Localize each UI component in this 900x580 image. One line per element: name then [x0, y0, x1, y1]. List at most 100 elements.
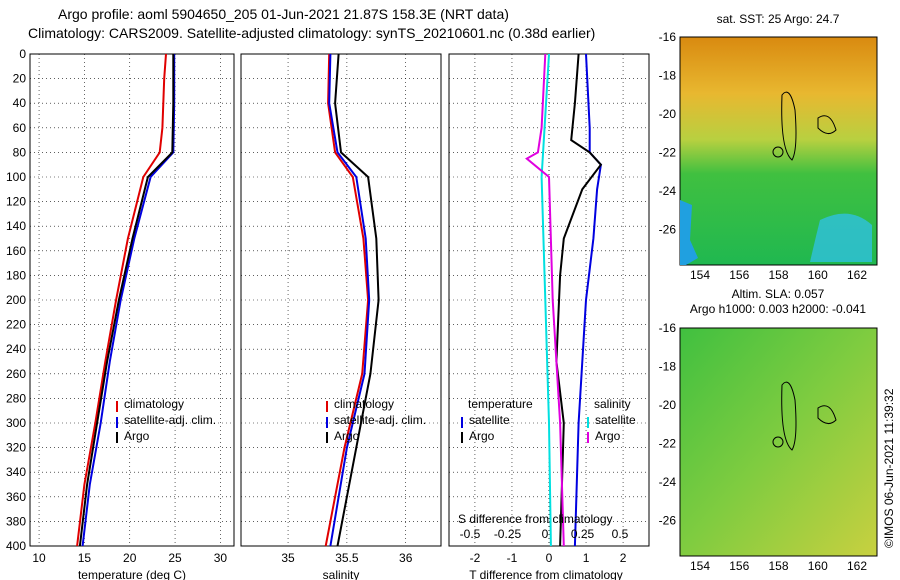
series-line-argo	[334, 53, 380, 547]
x-tick-label: -1	[507, 551, 518, 565]
temperature-xlabel: temperature (deg C)	[78, 568, 186, 580]
series-line-climatology	[324, 53, 370, 547]
depth-tick-label: 160	[6, 244, 26, 258]
depth-tick-label: 120	[6, 195, 26, 209]
depth-tick-label: 400	[6, 539, 26, 553]
x-tick-label: 35.5	[335, 551, 359, 565]
x-tick-label: 25	[168, 551, 182, 565]
sla-map-subtitle: Argo h1000: 0.003 h2000: -0.041	[690, 302, 866, 316]
credit-text: ©IMOS 06-Jun-2021 11:39:32	[882, 388, 896, 548]
series-line-s-argo	[525, 53, 565, 547]
profile-lines	[76, 53, 603, 547]
map-lon-label: 156	[729, 559, 749, 573]
map-lat-label: -20	[659, 107, 677, 121]
map-lat-label: -16	[659, 321, 677, 335]
sla-map-image	[679, 327, 878, 557]
map-lon-label: 156	[729, 268, 749, 282]
reef-outline	[781, 381, 797, 451]
series-line-climatology	[76, 53, 167, 547]
map-lon-label: 160	[808, 268, 828, 282]
difference-legend: temperature satellite Argo salinity sate…	[458, 397, 636, 526]
map-lon-label: 162	[847, 268, 867, 282]
depth-tick-label: 200	[6, 293, 26, 307]
depth-tick-label: 340	[6, 465, 26, 479]
s-tick-label: -0.25	[494, 527, 522, 541]
temperature-panel	[29, 53, 235, 547]
x-tick-label: 0	[546, 551, 553, 565]
salinity-legend: climatology satellite-adj. clim. Argo	[326, 397, 426, 443]
x-tick-label: 36	[399, 551, 413, 565]
depth-axis: 0 20 40 60 80 100 120 140 160 180 200 220 240 260 280 3…	[6, 47, 26, 553]
map-lat-label: -24	[659, 184, 677, 198]
s-tick-label: -0.5	[460, 527, 481, 541]
map-lon-label: 162	[847, 559, 867, 573]
depth-tick-label: 100	[6, 170, 26, 184]
map-lon-label: 158	[768, 268, 788, 282]
sst-map-title: sat. SST: 25 Argo: 24.7	[717, 12, 840, 26]
map-lat-label: -22	[659, 437, 677, 451]
x-tick-label: 2	[620, 551, 627, 565]
map-lat-label: -24	[659, 475, 677, 489]
argo-position-marker	[772, 146, 784, 158]
map-lon-label: 158	[768, 559, 788, 573]
depth-tick-label: 220	[6, 318, 26, 332]
s-tick-label: 0	[542, 527, 549, 541]
depth-tick-label: 380	[6, 514, 26, 528]
s-tick-label: 0.5	[612, 527, 629, 541]
argo-position-marker	[772, 436, 784, 448]
depth-tick-label: 20	[13, 72, 27, 86]
cool-patch	[810, 213, 872, 262]
depth-tick-label: 240	[6, 342, 26, 356]
map-lon-label: 154	[690, 559, 710, 573]
s-tick-label: 0.25	[571, 527, 595, 541]
legend-s-satellite: satellite	[595, 413, 636, 427]
series-line-s-satellite	[540, 53, 552, 547]
depth-tick-label: 60	[13, 121, 27, 135]
x-tick-label: 1	[583, 551, 590, 565]
legend-t-argo: Argo	[469, 429, 495, 443]
legend-t-satellite: satellite	[469, 413, 510, 427]
depth-tick-label: 180	[6, 268, 26, 282]
legend-satellite: satellite-adj. clim.	[334, 413, 426, 427]
depth-tick-label: 360	[6, 490, 26, 504]
sla-map-title: Altim. SLA: 0.057	[732, 287, 825, 301]
map-lat-label: -20	[659, 398, 677, 412]
map-lat-label: -18	[659, 69, 677, 83]
legend-climatology: climatology	[124, 397, 184, 411]
x-tick-label: -2	[470, 551, 481, 565]
x-tick-label: 20	[123, 551, 137, 565]
reef-outline	[817, 115, 837, 134]
depth-tick-label: 260	[6, 367, 26, 381]
legend-climatology: climatology	[334, 397, 394, 411]
map-lat-label: -16	[659, 30, 677, 44]
map-lon-label: 154	[690, 268, 710, 282]
series-line-t-argo	[555, 53, 603, 547]
map-lat-label: -26	[659, 514, 677, 528]
reef-outline	[781, 91, 797, 161]
map-lat-label: -18	[659, 360, 677, 374]
legend-satellite: satellite-adj. clim.	[124, 413, 216, 427]
depth-tick-label: 280	[6, 391, 26, 405]
difference-xlabel: T difference from climatology	[469, 568, 623, 580]
legend-argo: Argo	[124, 429, 150, 443]
salinity-xlabel: salinity	[323, 568, 360, 580]
temperature-legend: climatology satellite-adj. clim. Argo	[116, 397, 216, 443]
coast-water	[680, 200, 698, 265]
title-line-2: Climatology: CARS2009. Satellite-adjuste…	[28, 25, 595, 41]
x-tick-labels: 10 15 20 25 30 35 35.5 36 -2 -1 0 1 2 -0.5 -0.25 0 0.25 0…	[32, 527, 628, 565]
sla-map: Altim. SLA: 0.057 Argo h1000: 0.003 h200…	[659, 287, 878, 573]
title-line-1: Argo profile: aoml 5904650_205 01-Jun-20…	[58, 6, 509, 22]
legend-argo: Argo	[334, 429, 360, 443]
sst-map: sat. SST: 25 Argo: 24.7 -16 -18 -20 -22 -24 -…	[659, 12, 878, 282]
series-line-t-satellite	[573, 53, 602, 547]
series-line-satellite-adj-clim-	[328, 53, 371, 547]
x-tick-label: 35	[281, 551, 295, 565]
series-line-argo	[78, 54, 175, 547]
depth-tick-label: 320	[6, 441, 26, 455]
depth-tick-label: 140	[6, 219, 26, 233]
x-tick-label: 30	[214, 551, 228, 565]
depth-tick-label: 0	[19, 47, 26, 61]
map-lat-label: -26	[659, 223, 677, 237]
map-lon-label: 160	[808, 559, 828, 573]
